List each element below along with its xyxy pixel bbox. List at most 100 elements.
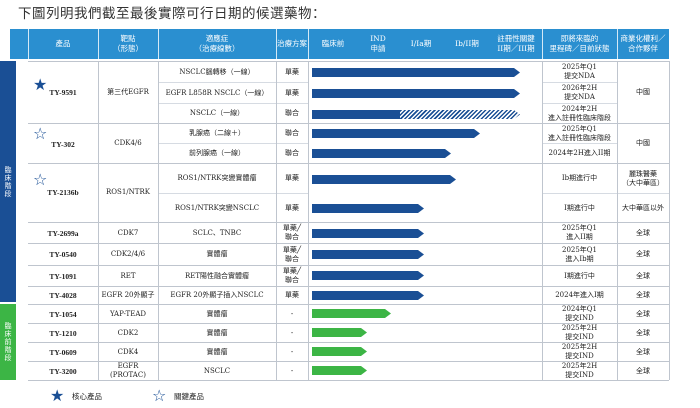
commercial-rights: 全球 bbox=[636, 271, 650, 280]
product-name: TY-0609 bbox=[49, 347, 77, 357]
milestone: 2025年Q1 進入II期 bbox=[561, 224, 597, 241]
product-name: TY-3200 bbox=[49, 366, 77, 376]
regimen: - bbox=[290, 328, 294, 337]
milestone: 2024年Q1 提交IND bbox=[561, 305, 597, 322]
indication: RET陽性融合實體瘤 bbox=[184, 271, 250, 280]
milestone: 2025年Q1 進入Ib期 bbox=[561, 245, 597, 263]
regimen: 單藥 bbox=[285, 88, 299, 97]
target: YAP-TEAD bbox=[109, 309, 147, 318]
milestone: 2025年Q1 提交NDA bbox=[561, 63, 597, 80]
regimen: 單藥 bbox=[285, 174, 299, 182]
indication: 前列腺癌（一線） bbox=[189, 149, 245, 157]
progress-bar bbox=[312, 271, 424, 280]
milestone: 2026年2H 提交NDA bbox=[561, 84, 598, 101]
product-name: TY-1091 bbox=[49, 271, 77, 281]
product-name: TY-1210 bbox=[49, 328, 77, 338]
commercial-rights: 全球 bbox=[636, 366, 650, 375]
milestone: I期進行中 bbox=[564, 203, 595, 212]
product-name: TY-2136b bbox=[47, 187, 79, 197]
core-product-legend-icon: ★ bbox=[50, 386, 65, 405]
product-name: TY-1054 bbox=[49, 309, 77, 319]
progress-bar bbox=[312, 110, 400, 119]
header-ind: IND 申請 bbox=[370, 34, 386, 53]
header-pivotal: 註冊性關鍵 II期／III期 bbox=[497, 34, 535, 53]
commercial-rights: 全球 bbox=[636, 291, 650, 299]
target: CDK4 bbox=[117, 347, 139, 356]
commercial-rights: 大中華區以外 bbox=[622, 203, 664, 212]
header-phase1b2: Ib/II期 bbox=[455, 39, 479, 48]
header-phase1: I/Ia期 bbox=[410, 39, 432, 48]
header-target: 靶點 （形態） bbox=[113, 34, 143, 53]
key-product-star-icon: ☆ bbox=[33, 170, 48, 189]
target: CDK2/4/6 bbox=[110, 250, 146, 258]
progress-bar bbox=[312, 89, 520, 98]
progress-bar bbox=[312, 366, 367, 375]
indication: NSCLC（一線） bbox=[189, 109, 245, 117]
header-product: 產品 bbox=[55, 39, 71, 48]
milestone: 2025年2H 提交IND bbox=[561, 324, 598, 341]
milestone: 2025年2H 提交IND bbox=[561, 343, 598, 360]
milestone: Ib期進行中 bbox=[561, 174, 598, 182]
regimen: 單藥 bbox=[285, 67, 299, 76]
regimen: 單藥╱ 聯合 bbox=[282, 267, 302, 284]
header-milestone: 即將來臨的 里程碑／目前狀態 bbox=[549, 34, 610, 53]
key-product-star-icon: ☆ bbox=[33, 124, 48, 143]
progress-bar bbox=[312, 229, 424, 238]
indication: EGFR L858R NSCLC（一線） bbox=[165, 88, 269, 97]
regimen: - bbox=[290, 366, 294, 375]
progress-bar bbox=[312, 204, 424, 213]
target: RET bbox=[120, 271, 136, 280]
target: CDK7 bbox=[117, 228, 139, 237]
progress-bar bbox=[312, 175, 456, 184]
progress-bar bbox=[312, 129, 480, 138]
commercial-rights: 中國 bbox=[636, 87, 650, 96]
target: EGFR 20外顯子 bbox=[101, 291, 155, 299]
progress-bar bbox=[312, 328, 367, 337]
regimen: 聯合 bbox=[285, 149, 299, 157]
progress-bar bbox=[312, 68, 520, 77]
target: ROS1/NTRK bbox=[106, 188, 150, 196]
table-header bbox=[10, 29, 669, 59]
progress-bar bbox=[312, 149, 451, 158]
key-product-legend-icon: ☆ bbox=[152, 386, 167, 405]
commercial-rights: 中國 bbox=[636, 138, 650, 147]
progress-bar bbox=[312, 347, 367, 356]
progress-bar bbox=[312, 309, 391, 318]
product-name: TY-302 bbox=[51, 139, 75, 149]
indication: 實體瘤 bbox=[206, 309, 228, 318]
progress-bar bbox=[312, 250, 424, 259]
commercial-rights: 全球 bbox=[636, 228, 650, 237]
indication: NSCLC bbox=[203, 366, 231, 375]
indication: SCLC、TNBC bbox=[192, 228, 242, 237]
regimen: 聯合 bbox=[285, 129, 299, 137]
regimen: - bbox=[290, 309, 294, 318]
preclinical-stage-band: 臨床前階段 bbox=[0, 304, 16, 380]
legend-core-label: 核心產品 bbox=[72, 392, 102, 401]
milestone: 2025年2H 提交IND bbox=[561, 362, 598, 379]
header-preclinical: 臨床前 bbox=[321, 39, 345, 48]
product-name: TY-0540 bbox=[49, 250, 77, 259]
milestone: 2025年Q1 進入註冊性臨床階段 bbox=[548, 124, 611, 142]
regimen: - bbox=[290, 347, 294, 356]
indication: EGFR 20外顯子插入NSCLC bbox=[170, 291, 264, 299]
commercial-rights: 全球 bbox=[636, 328, 650, 337]
regimen: 單藥 bbox=[285, 203, 299, 212]
page-title: 下圖列明我們截至最後實際可行日期的候選藥物： bbox=[18, 6, 326, 22]
milestone: 2024年2H進入II期 bbox=[548, 149, 611, 157]
regimen: 聯合 bbox=[285, 109, 299, 117]
header-regimen: 治療方案 bbox=[277, 39, 307, 48]
product-name: TY-4028 bbox=[49, 291, 77, 300]
legend-key-label: 關鍵產品 bbox=[174, 392, 204, 401]
indication: ROS1/NTRK突變NSCLC bbox=[174, 203, 260, 212]
milestone: 2024年進入I期 bbox=[555, 291, 604, 299]
regimen: 單藥 bbox=[285, 291, 299, 299]
indication: 實體瘤 bbox=[206, 328, 228, 337]
target: CDK4/6 bbox=[114, 138, 142, 147]
regimen: 單藥╱ 聯合 bbox=[282, 224, 302, 241]
target: 第三代EGFR bbox=[107, 87, 149, 96]
indication: 乳腺癌（二線＋） bbox=[189, 129, 245, 137]
progress-bar-planned bbox=[400, 110, 520, 119]
indication: NSCLC腦轉移（一線） bbox=[179, 67, 255, 76]
milestone: I期進行中 bbox=[564, 271, 595, 280]
commercial-rights: 全球 bbox=[636, 309, 650, 318]
